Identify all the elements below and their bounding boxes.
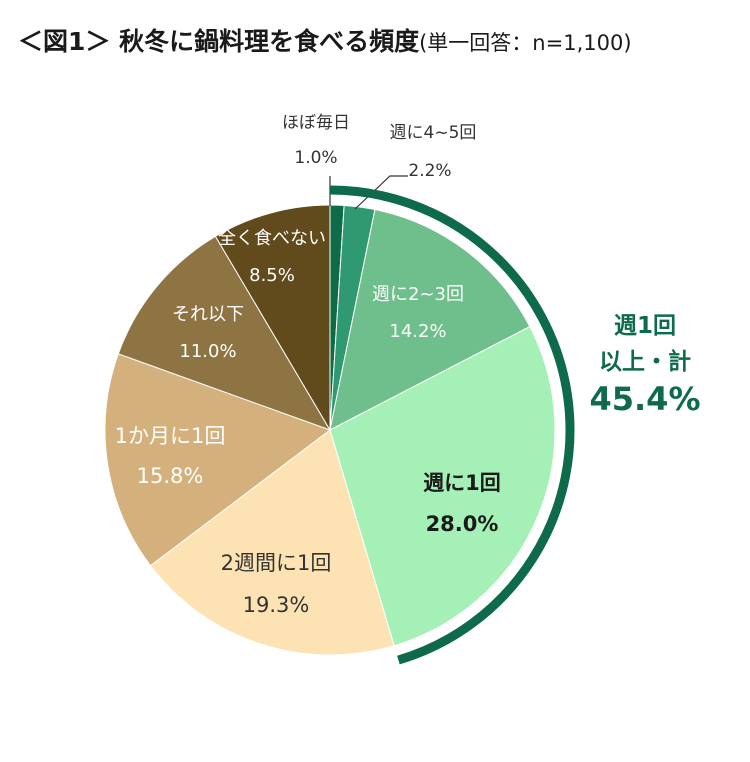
chart-subtitle: (単一回答：n=1,100) (419, 31, 632, 55)
slice-label: 週に1回 (423, 471, 501, 495)
pie-slice (117, 235, 332, 431)
summary-label-line1: 週1回 (614, 313, 676, 339)
summary-bracket: 週1回 以上・計 45.4% (329, 185, 701, 665)
pie-slices (104, 204, 556, 656)
slice-value-label: 2.2% (408, 161, 451, 181)
slice-value-label: 28.0% (426, 512, 499, 536)
pie-slice (104, 353, 332, 567)
slice-label: 週に2~3回 (372, 284, 464, 305)
pie-slice (214, 204, 331, 432)
slice-label: それ以下 (172, 304, 244, 325)
slice-value-label: 1.0% (294, 148, 337, 168)
slice-label: 全く食べない (218, 228, 326, 249)
pie-slice (149, 429, 395, 656)
pie-slice (329, 208, 531, 431)
slice-value-label: 11.0% (179, 341, 236, 362)
slice-label: 1か月に1回 (115, 424, 226, 448)
slice-value-label: 15.8% (137, 464, 204, 488)
pie-slice (329, 325, 556, 647)
summary-value: 45.4% (589, 380, 700, 418)
slice-label: ほぼ毎日 (282, 113, 350, 133)
leader-line (354, 175, 408, 210)
slice-labels: ほぼ毎日 1.0% 週に4~5回 2.2% 週に2~3回 14.2% 週に1回 28.0% 2週… (115, 113, 501, 617)
slice-value-label: 8.5% (249, 265, 295, 286)
slice-label: 週に4~5回 (390, 123, 477, 143)
chart-title: ＜図1＞ 秋冬に鍋料理を食べる頻度 (18, 27, 420, 56)
summary-label-line2: 以上・計 (599, 348, 691, 375)
slice-value-label: 19.3% (243, 593, 310, 617)
chart-title-block: ＜図1＞ 秋冬に鍋料理を食べる頻度(単一回答：n=1,100) (18, 22, 632, 58)
summary-bracket-arc (329, 185, 575, 665)
slice-label: 2週間に1回 (221, 551, 332, 575)
slice-value-label: 14.2% (389, 321, 446, 342)
